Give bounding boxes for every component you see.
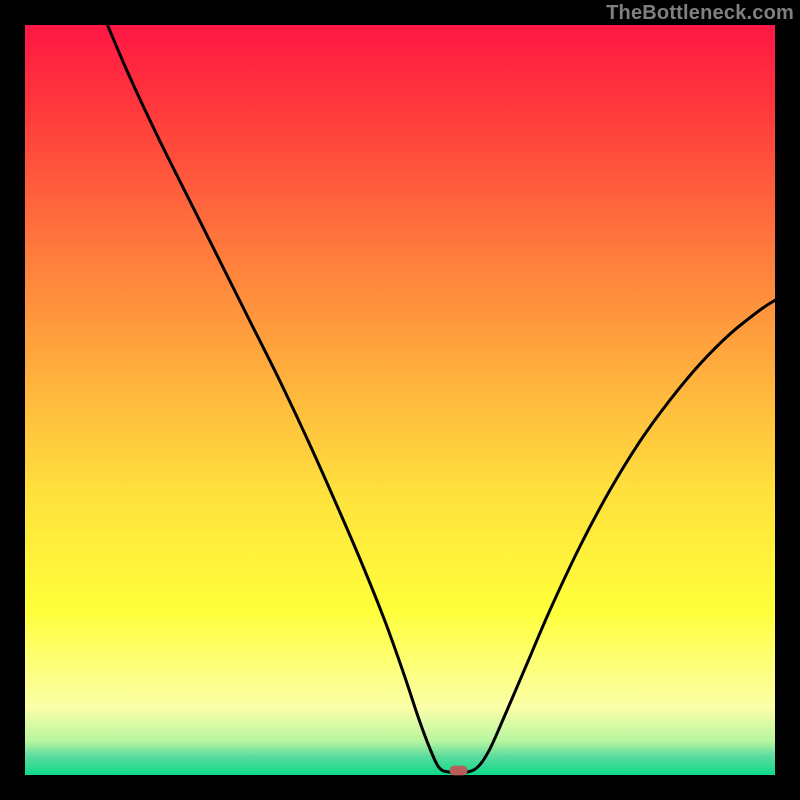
chart-svg [0, 0, 800, 800]
watermark-text: TheBottleneck.com [606, 0, 800, 25]
valley-marker [450, 766, 468, 776]
chart-root: TheBottleneck.com [0, 0, 800, 800]
